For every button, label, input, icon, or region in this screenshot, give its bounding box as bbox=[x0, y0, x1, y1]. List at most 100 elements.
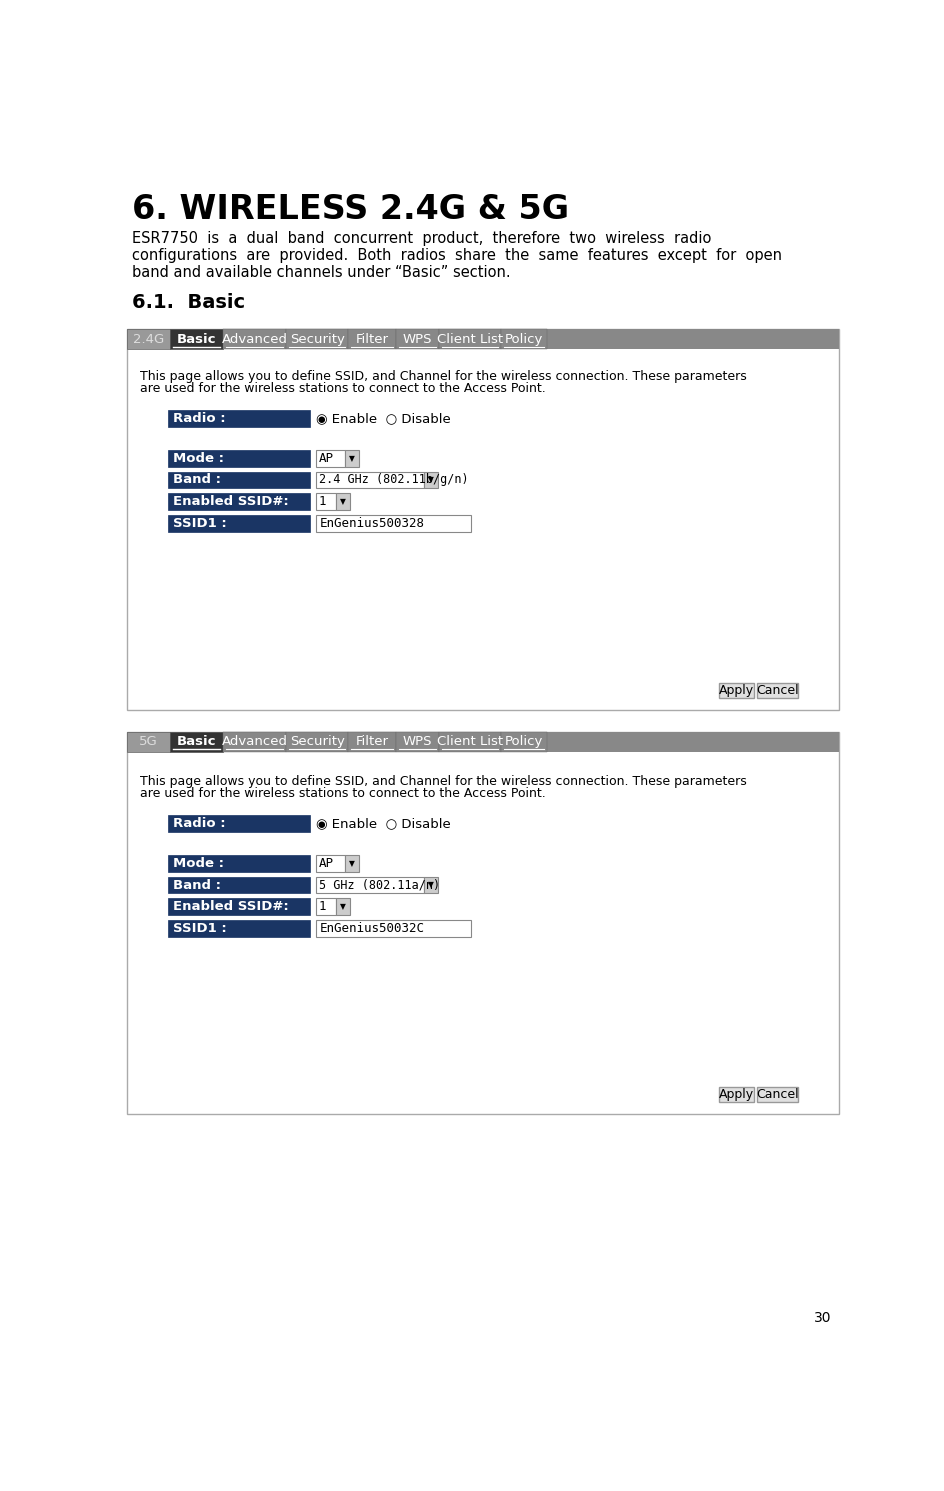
Bar bbox=[757, 683, 797, 698]
Text: ◉ Enable  ○ Disable: ◉ Enable ○ Disable bbox=[315, 412, 450, 425]
Text: Client List: Client List bbox=[436, 332, 502, 346]
Bar bbox=[127, 732, 170, 751]
Bar bbox=[315, 877, 424, 893]
Bar bbox=[127, 330, 838, 349]
Text: Enabled SSID#:: Enabled SSID#: bbox=[173, 495, 289, 508]
Bar bbox=[335, 494, 349, 510]
Text: are used for the wireless stations to connect to the Access Point.: are used for the wireless stations to co… bbox=[140, 787, 545, 801]
Bar bbox=[348, 732, 396, 751]
Bar bbox=[315, 920, 470, 936]
Text: Advanced: Advanced bbox=[221, 735, 287, 748]
Text: Apply: Apply bbox=[718, 684, 753, 696]
Text: Filter: Filter bbox=[356, 332, 388, 346]
Bar bbox=[335, 898, 349, 915]
Text: 2.4G: 2.4G bbox=[133, 332, 164, 346]
Bar bbox=[439, 330, 500, 349]
Bar bbox=[500, 330, 547, 349]
Text: EnGenius50032C: EnGenius50032C bbox=[319, 921, 424, 935]
Bar bbox=[757, 1087, 797, 1102]
Bar bbox=[439, 732, 500, 751]
Bar bbox=[168, 450, 310, 467]
Text: Security: Security bbox=[290, 735, 345, 748]
Text: WPS: WPS bbox=[402, 735, 432, 748]
Bar bbox=[500, 732, 547, 751]
Bar bbox=[315, 471, 424, 489]
Text: 5 GHz (802.11a/n): 5 GHz (802.11a/n) bbox=[318, 878, 440, 892]
Text: Mode :: Mode : bbox=[173, 857, 224, 869]
Text: ◉ Enable  ○ Disable: ◉ Enable ○ Disable bbox=[315, 817, 450, 830]
Bar bbox=[286, 732, 348, 751]
Bar bbox=[718, 1087, 753, 1102]
Bar bbox=[315, 514, 470, 532]
Bar bbox=[424, 877, 438, 893]
Text: 2.4 GHz (802.11b/g/n): 2.4 GHz (802.11b/g/n) bbox=[318, 474, 468, 486]
Bar bbox=[168, 898, 310, 915]
Bar bbox=[168, 514, 310, 532]
Text: 6.1.  Basic: 6.1. Basic bbox=[132, 292, 244, 312]
Text: Enabled SSID#:: Enabled SSID#: bbox=[173, 901, 289, 912]
Text: ▼: ▼ bbox=[340, 902, 346, 911]
Text: AP: AP bbox=[318, 857, 333, 869]
Text: 5G: 5G bbox=[139, 735, 158, 748]
Bar bbox=[315, 854, 345, 872]
Text: Band :: Band : bbox=[173, 878, 221, 892]
Bar bbox=[396, 330, 439, 349]
Bar bbox=[168, 877, 310, 893]
Text: WPS: WPS bbox=[402, 332, 432, 346]
Bar bbox=[424, 471, 438, 489]
Bar bbox=[315, 494, 335, 510]
Bar bbox=[348, 330, 396, 349]
Text: ▼: ▼ bbox=[340, 497, 346, 505]
Text: This page allows you to define SSID, and Channel for the wireless connection. Th: This page allows you to define SSID, and… bbox=[140, 775, 746, 787]
Text: Policy: Policy bbox=[504, 735, 543, 748]
Bar bbox=[168, 920, 310, 936]
Bar bbox=[223, 732, 286, 751]
Text: Basic: Basic bbox=[177, 735, 216, 748]
Bar bbox=[127, 330, 170, 349]
Text: AP: AP bbox=[318, 452, 333, 465]
Bar bbox=[127, 330, 838, 710]
Bar bbox=[315, 898, 335, 915]
Text: SSID1 :: SSID1 : bbox=[173, 921, 227, 935]
Text: Radio :: Radio : bbox=[173, 817, 226, 830]
Text: SSID1 :: SSID1 : bbox=[173, 516, 227, 529]
Bar bbox=[396, 732, 439, 751]
Bar bbox=[345, 450, 359, 467]
Bar bbox=[168, 494, 310, 510]
Bar bbox=[168, 816, 310, 832]
Text: Band :: Band : bbox=[173, 474, 221, 486]
Bar bbox=[168, 471, 310, 489]
Text: ▼: ▼ bbox=[428, 881, 433, 890]
Text: Policy: Policy bbox=[504, 332, 543, 346]
Text: Radio :: Radio : bbox=[173, 412, 226, 425]
Text: ESR7750  is  a  dual  band  concurrent  product,  therefore  two  wireless  radi: ESR7750 is a dual band concurrent produc… bbox=[132, 231, 711, 246]
Text: EnGenius500328: EnGenius500328 bbox=[319, 516, 424, 529]
Text: band and available channels under “Basic” section.: band and available channels under “Basic… bbox=[132, 265, 510, 280]
Bar bbox=[345, 854, 359, 872]
Bar bbox=[168, 854, 310, 872]
Text: 30: 30 bbox=[813, 1311, 830, 1325]
Bar bbox=[286, 330, 348, 349]
Bar bbox=[168, 410, 310, 426]
Bar bbox=[223, 330, 286, 349]
Text: Filter: Filter bbox=[356, 735, 388, 748]
Text: Apply: Apply bbox=[718, 1088, 753, 1100]
Bar bbox=[718, 683, 753, 698]
Text: Security: Security bbox=[290, 332, 345, 346]
Text: Cancel: Cancel bbox=[755, 1088, 798, 1100]
Bar bbox=[127, 732, 838, 751]
Text: Basic: Basic bbox=[177, 332, 216, 346]
Bar bbox=[315, 450, 345, 467]
Text: 6. WIRELESS 2.4G & 5G: 6. WIRELESS 2.4G & 5G bbox=[132, 192, 568, 225]
Bar bbox=[170, 732, 223, 751]
Text: ▼: ▼ bbox=[428, 476, 433, 485]
Text: ▼: ▼ bbox=[349, 859, 355, 868]
Text: 1: 1 bbox=[318, 901, 326, 912]
Text: Client List: Client List bbox=[436, 735, 502, 748]
Bar bbox=[170, 330, 223, 349]
Bar bbox=[127, 732, 838, 1114]
Text: Cancel: Cancel bbox=[755, 684, 798, 696]
Text: configurations  are  provided.  Both  radios  share  the  same  features  except: configurations are provided. Both radios… bbox=[132, 248, 782, 264]
Text: 1: 1 bbox=[318, 495, 326, 508]
Text: Advanced: Advanced bbox=[221, 332, 287, 346]
